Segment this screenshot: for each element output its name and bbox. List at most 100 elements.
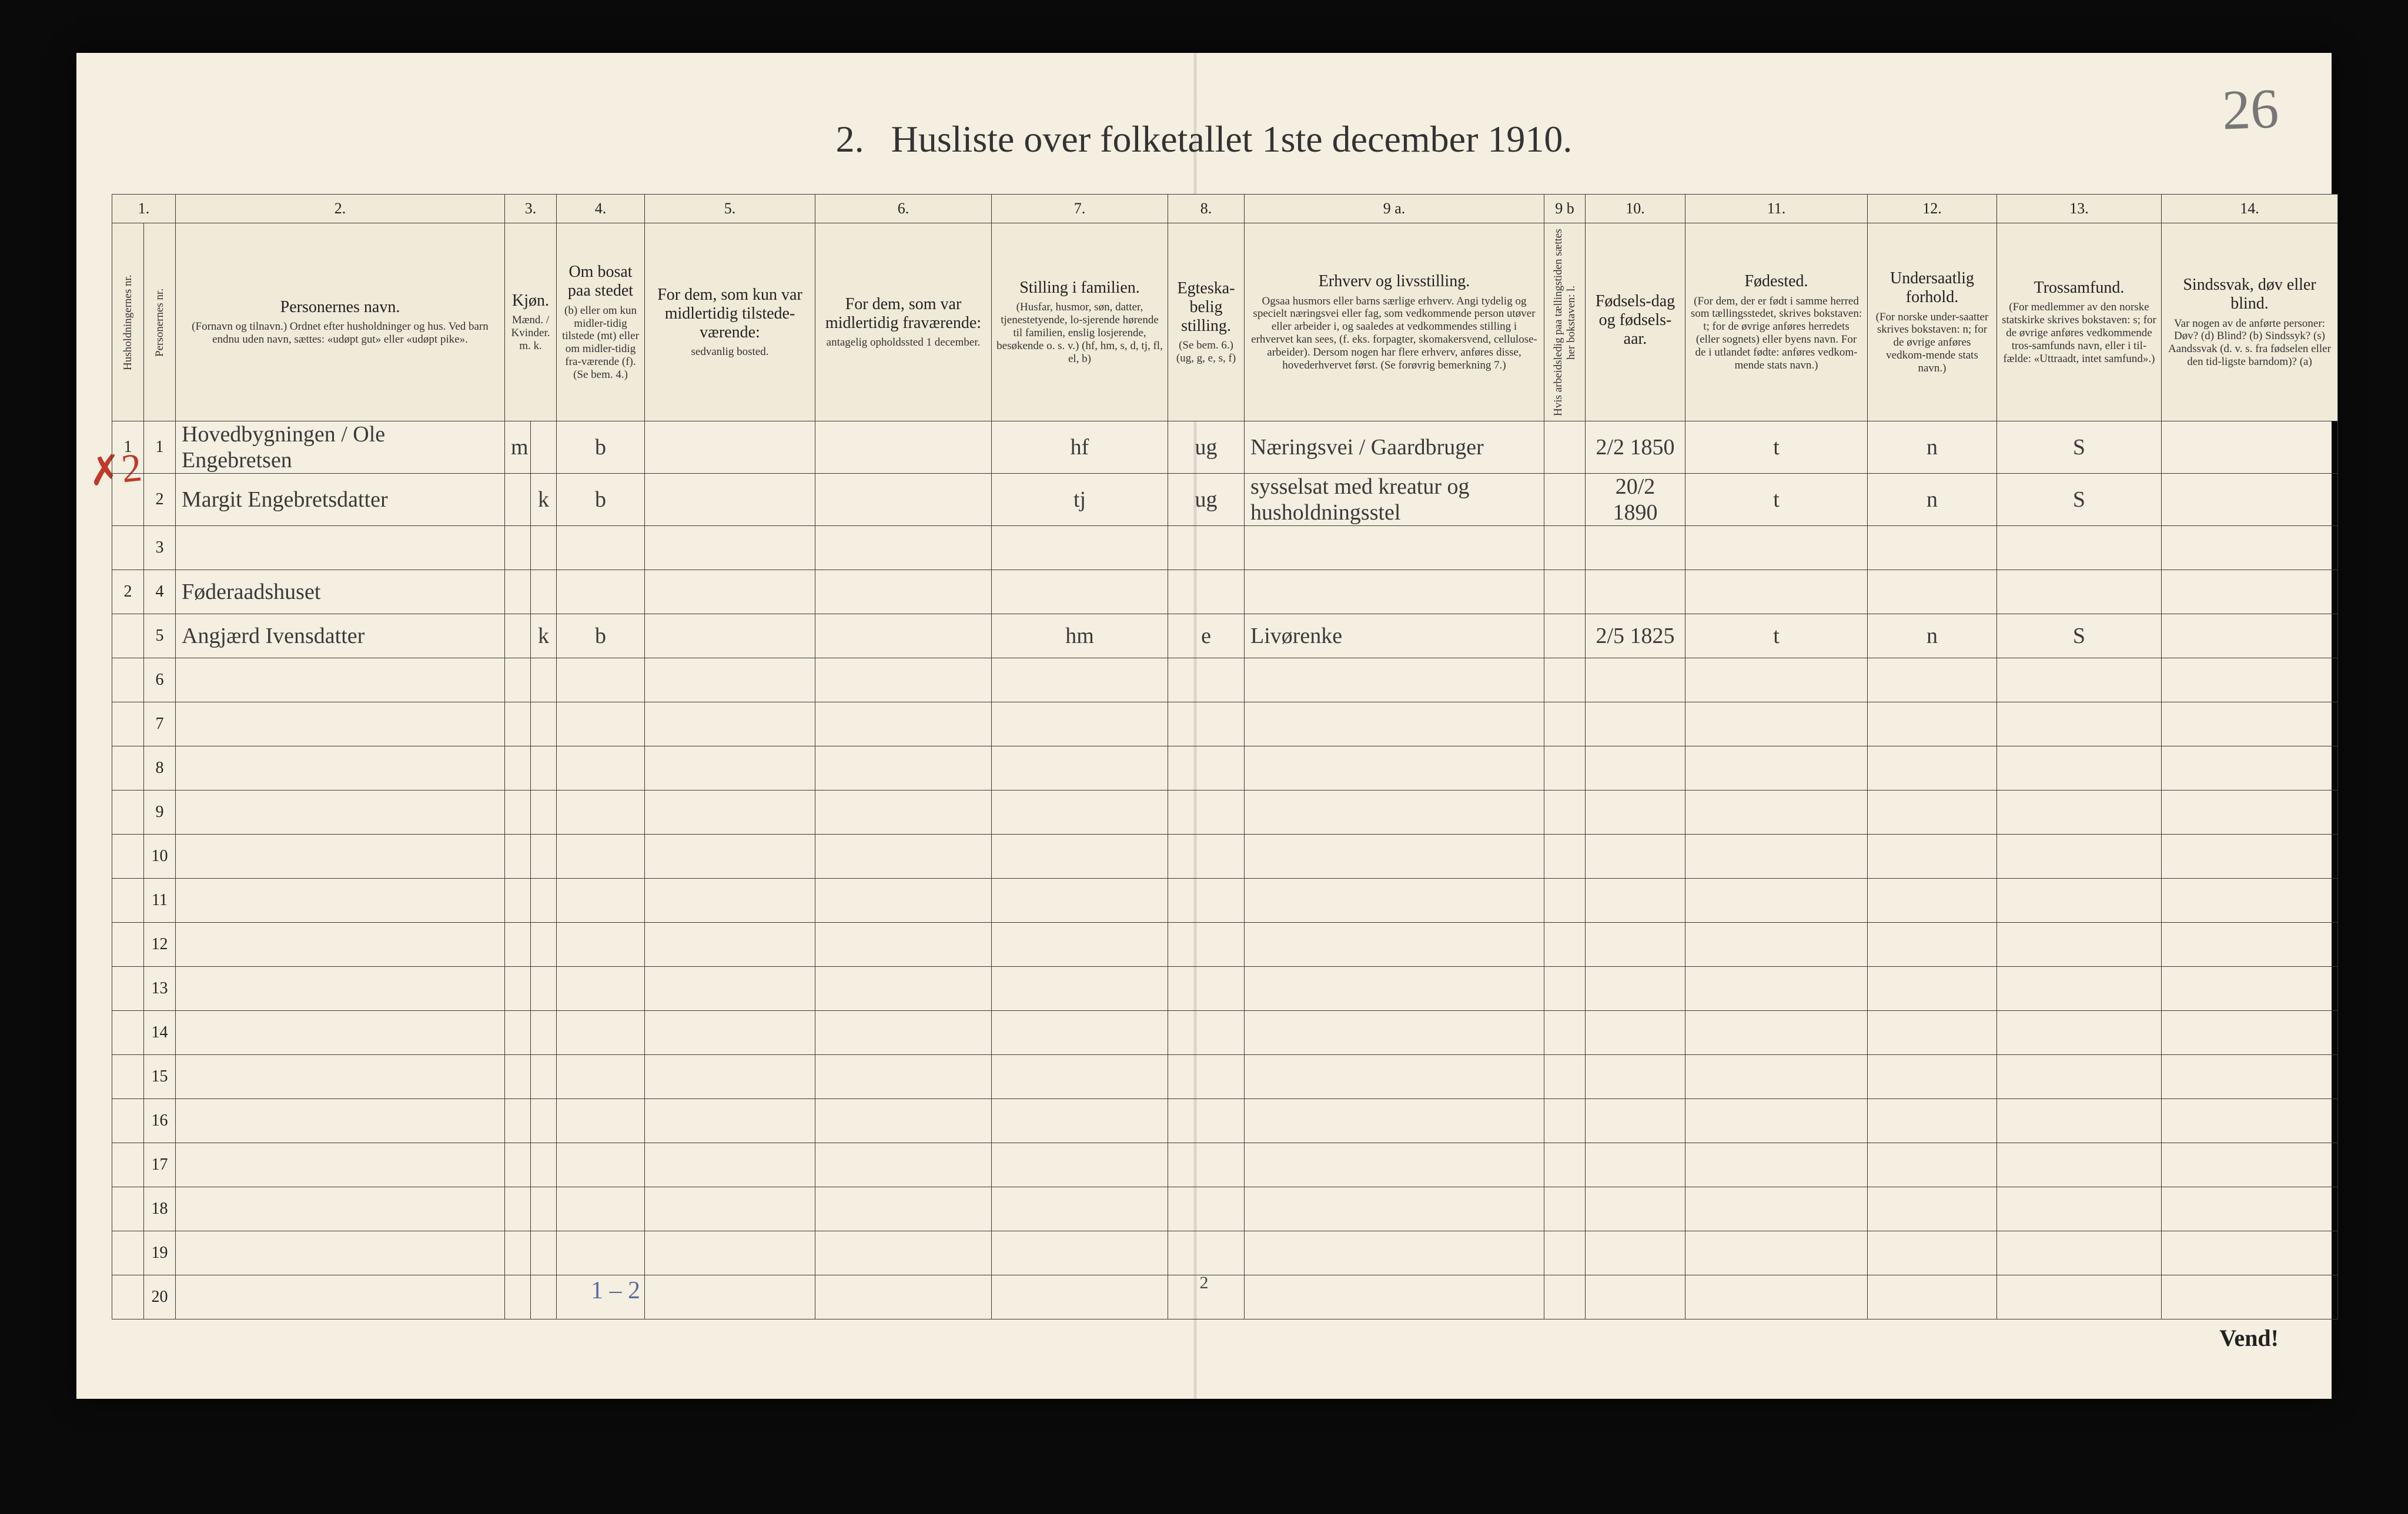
cell [645, 967, 815, 1011]
cell [645, 1099, 815, 1143]
title-lead: 2. [836, 118, 864, 160]
cell [1245, 1231, 1544, 1275]
cell [1868, 1099, 1997, 1143]
cell [1544, 879, 1586, 923]
cell [1245, 791, 1544, 835]
cell [1544, 658, 1586, 702]
cell [645, 791, 815, 835]
hdr-9b: Hvis arbeidsledig paa tællingstiden sætt… [1544, 223, 1586, 421]
cell [112, 1231, 144, 1275]
cell [1586, 526, 1685, 570]
cell [1544, 474, 1586, 526]
cell [557, 702, 645, 746]
cell: 20/2 1890 [1586, 474, 1685, 526]
cell [557, 526, 645, 570]
cell [1997, 1143, 2162, 1187]
cell [1685, 702, 1868, 746]
cell [1997, 746, 2162, 791]
census-table-wrap: 1. 2. 3. 4. 5. 6. 7. 8. 9 a. 9 b 10. 11.… [112, 194, 2296, 1264]
cell [815, 1011, 992, 1055]
cell [531, 1231, 557, 1275]
cell [557, 1011, 645, 1055]
cell [1868, 923, 1997, 967]
coln-6: 6. [815, 195, 992, 223]
cell [645, 1187, 815, 1231]
cell: n [1868, 474, 1997, 526]
cell: S [1997, 421, 2162, 474]
cell [992, 658, 1168, 702]
cell [1868, 1011, 1997, 1055]
cell [176, 1187, 505, 1231]
cell [505, 1055, 531, 1099]
cell [531, 967, 557, 1011]
cell [1868, 835, 1997, 879]
cell [531, 702, 557, 746]
cell [531, 1143, 557, 1187]
cell [176, 1099, 505, 1143]
cell [531, 421, 557, 474]
hdr-1b: Personernes nr. [144, 223, 176, 421]
cell [815, 1099, 992, 1143]
cell [531, 923, 557, 967]
cell [1168, 1011, 1245, 1055]
cell: Margit Engebretsdatter [176, 474, 505, 526]
cell [1168, 1055, 1245, 1099]
cell [1168, 1099, 1245, 1143]
cell: sysselsat med kreatur og husholdningsste… [1245, 474, 1544, 526]
cell [1245, 1011, 1544, 1055]
cell: b [557, 614, 645, 658]
cell [1868, 1231, 1997, 1275]
cell [1168, 1187, 1245, 1231]
printed-page-number: 2 [76, 1273, 2332, 1293]
cell [112, 923, 144, 967]
coln-13: 13. [1997, 195, 2162, 223]
cell [505, 1011, 531, 1055]
cell: 14 [144, 1011, 176, 1055]
table-row: 19 [112, 1231, 2338, 1275]
cell: 1 [112, 421, 144, 474]
cell [992, 1099, 1168, 1143]
cell [505, 967, 531, 1011]
cell [1168, 835, 1245, 879]
hdr-4: Om bosat paa stedet(b) eller om kun midl… [557, 223, 645, 421]
cell: tj [992, 474, 1168, 526]
cell: t [1685, 474, 1868, 526]
cell [112, 1055, 144, 1099]
cell [112, 614, 144, 658]
hdr-8: Egteska-belig stilling.(Se bem. 6.) (ug,… [1168, 223, 1245, 421]
cell [1544, 1055, 1586, 1099]
cell [531, 1011, 557, 1055]
cell: S [1997, 474, 2162, 526]
cell [815, 474, 992, 526]
cell [176, 967, 505, 1011]
cell [112, 526, 144, 570]
hdr-14: Sindssvak, døv eller blind.Var nogen av … [2162, 223, 2338, 421]
cell [992, 923, 1168, 967]
cell [176, 702, 505, 746]
cell [1685, 1011, 1868, 1055]
cell: t [1685, 421, 1868, 474]
cell [1168, 526, 1245, 570]
cell [112, 879, 144, 923]
cell [1997, 658, 2162, 702]
cell [176, 835, 505, 879]
cell [1544, 614, 1586, 658]
cell: 2 [144, 474, 176, 526]
cell [992, 879, 1168, 923]
cell [1544, 1011, 1586, 1055]
cell: 9 [144, 791, 176, 835]
cell [531, 835, 557, 879]
table-row: 6 [112, 658, 2338, 702]
coln-9a: 9 a. [1245, 195, 1544, 223]
cell [2162, 1187, 2338, 1231]
cell [2162, 570, 2338, 614]
cell [505, 1143, 531, 1187]
cell [1868, 879, 1997, 923]
cell [1586, 702, 1685, 746]
cell [531, 746, 557, 791]
cell: Livørenke [1245, 614, 1544, 658]
cell [1586, 835, 1685, 879]
cell [1168, 879, 1245, 923]
cell [992, 1231, 1168, 1275]
cell [1586, 570, 1685, 614]
